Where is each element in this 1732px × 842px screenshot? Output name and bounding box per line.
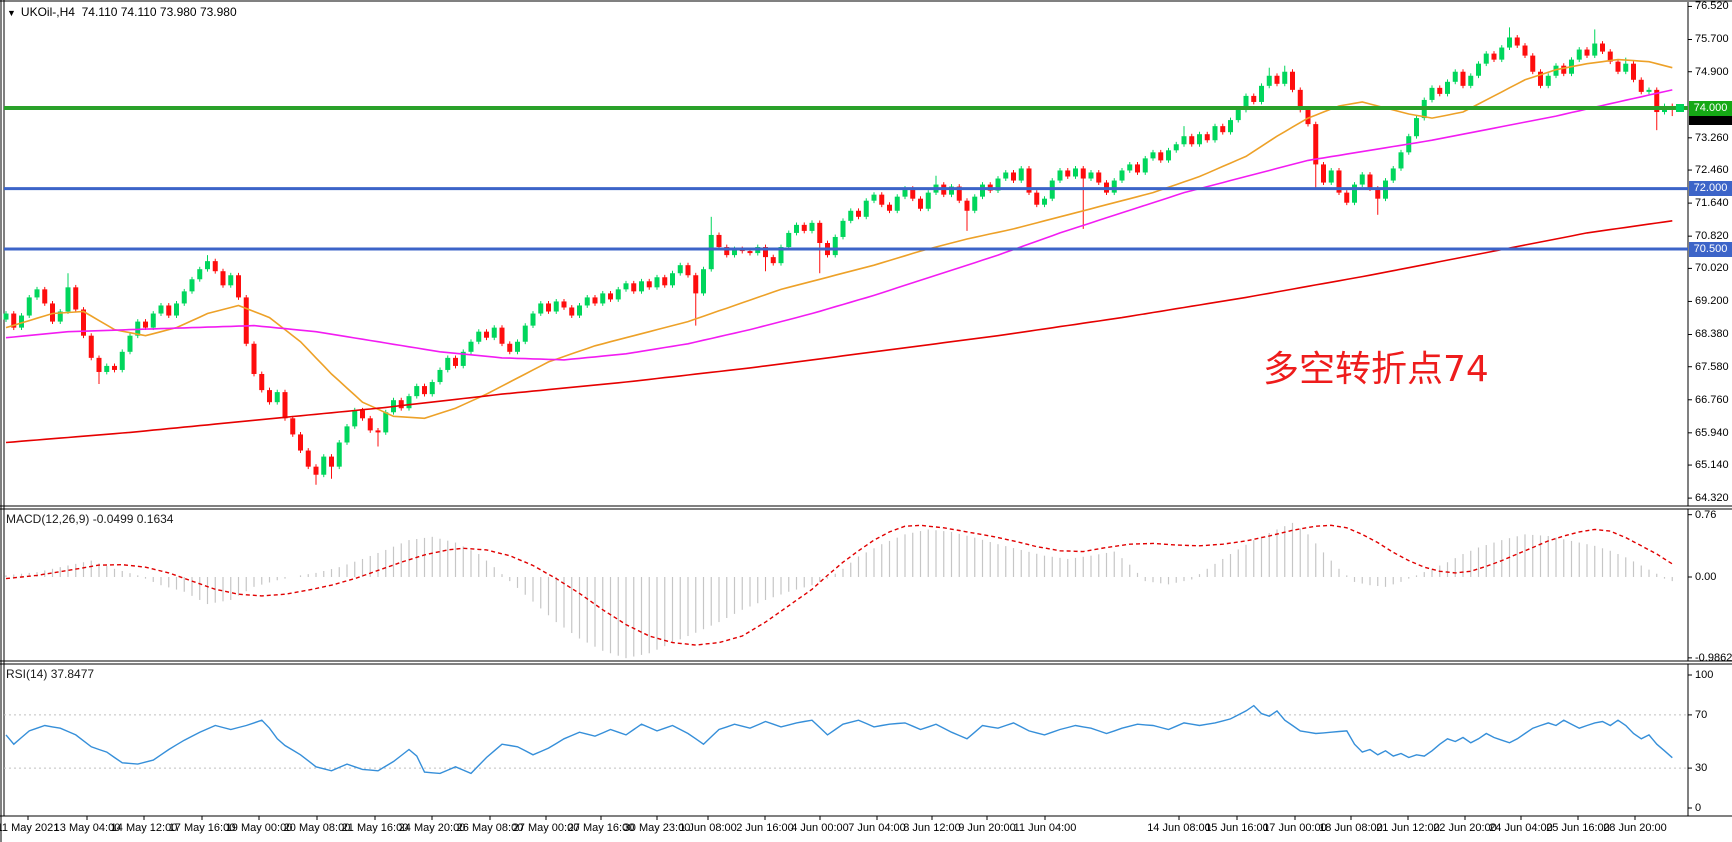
time-tick-label[interactable]: 26 May 08:00 bbox=[456, 822, 524, 834]
time-tick-label[interactable]: 13 May 04:00 bbox=[53, 822, 121, 834]
time-tick-label[interactable]: 7 Jun 04:00 bbox=[848, 822, 906, 834]
macd-label: MACD(12,26,9) -0.0499 0.1634 bbox=[6, 512, 174, 526]
price-tick-label: 72.460 bbox=[1695, 164, 1729, 177]
bid-price-marker bbox=[1689, 116, 1732, 125]
time-tick-label[interactable]: 11 May 2021 bbox=[0, 822, 60, 834]
time-tick-label[interactable]: 24 Jun 04:00 bbox=[1489, 822, 1553, 834]
rsi-line bbox=[5, 704, 1673, 775]
macd-tick-label: 0.00 bbox=[1695, 571, 1717, 583]
rsi-tick-label: 70 bbox=[1695, 708, 1708, 721]
price-badge-70.500[interactable]: 70.500 bbox=[1689, 241, 1732, 257]
macd-tick-label: -0.9862 bbox=[1695, 651, 1732, 664]
time-tick-label[interactable]: 18 Jun 08:00 bbox=[1319, 822, 1383, 834]
time-tick-label[interactable]: 2 Jun 16:00 bbox=[736, 822, 794, 834]
time-tick-label[interactable]: 8 Jun 12:00 bbox=[903, 822, 961, 834]
price-tick-label: 69.200 bbox=[1695, 295, 1729, 308]
macd-tick-label: 0.76 bbox=[1695, 508, 1717, 521]
price-tick-label: 64.320 bbox=[1695, 492, 1729, 505]
time-tick-label[interactable]: 28 Jun 20:00 bbox=[1603, 822, 1667, 834]
symbol-title: UKOil-,H4 bbox=[20, 5, 75, 19]
time-tick-label[interactable]: 1 Jun 08:00 bbox=[679, 822, 737, 834]
rsi-tick-label: 0 bbox=[1695, 802, 1702, 814]
price-tick-label: 70.820 bbox=[1695, 230, 1729, 243]
time-tick-label[interactable]: 25 Jun 16:00 bbox=[1546, 822, 1610, 834]
symbol-dropdown-icon[interactable]: ▼ bbox=[7, 8, 16, 18]
chart-annotation-text: 多空转折点74 bbox=[1263, 349, 1489, 390]
time-tick-label[interactable]: 27 May 00:00 bbox=[512, 822, 580, 834]
price-badge-74.000[interactable]: 74.000 bbox=[1689, 100, 1732, 116]
time-tick-label[interactable]: 19 May 00:00 bbox=[225, 822, 293, 834]
rsi-value: 37.8477 bbox=[50, 667, 95, 681]
time-tick-label[interactable]: 24 May 20:00 bbox=[398, 822, 466, 834]
symbol-bar: ▼ UKOil-,H4 74.110 74.110 73.980 73.980 bbox=[7, 5, 237, 19]
macd-main-value: -0.0499 bbox=[92, 512, 134, 526]
price-tick-label: 65.140 bbox=[1695, 459, 1729, 472]
macd-panel[interactable] bbox=[5, 522, 1673, 659]
price-tick-label: 74.900 bbox=[1695, 65, 1729, 78]
symbol-ohlc-values: 74.110 74.110 73.980 73.980 bbox=[81, 5, 237, 19]
hline-endpoint-marker[interactable] bbox=[1676, 104, 1684, 112]
time-tick-label[interactable]: 27 May 16:00 bbox=[567, 822, 635, 834]
macd-signal-value: 0.1634 bbox=[136, 512, 174, 526]
time-tick-label[interactable]: 17 Jun 00:00 bbox=[1263, 822, 1327, 834]
price-tick-label: 66.760 bbox=[1695, 393, 1729, 406]
time-tick-label[interactable]: 22 Jun 20:00 bbox=[1433, 822, 1497, 834]
price-tick-label: 70.020 bbox=[1695, 262, 1729, 275]
time-tick-label[interactable]: 9 Jun 20:00 bbox=[958, 822, 1016, 834]
time-tick-label[interactable]: 21 May 16:00 bbox=[341, 822, 409, 834]
time-tick-label[interactable]: 14 May 12:00 bbox=[110, 822, 178, 834]
ma-mid-magenta bbox=[5, 89, 1673, 361]
ma-slow-red bbox=[5, 220, 1673, 444]
rsi-tick-label: 30 bbox=[1695, 762, 1708, 775]
rsi-label: RSI(14) 37.8477 bbox=[6, 667, 95, 681]
time-tick-label[interactable]: 11 Jun 04:00 bbox=[1013, 822, 1077, 834]
rsi-panel[interactable] bbox=[4, 704, 1688, 775]
candles-layer bbox=[3, 27, 1675, 485]
price-badge-72.000[interactable]: 72.000 bbox=[1689, 181, 1732, 197]
main-chart-panel[interactable] bbox=[3, 27, 1689, 485]
price-tick-label: 67.580 bbox=[1695, 360, 1729, 373]
rsi-tick-label: 100 bbox=[1695, 669, 1714, 681]
price-tick-label: 65.940 bbox=[1695, 426, 1729, 439]
price-tick-label: 75.700 bbox=[1695, 33, 1729, 46]
time-tick-label[interactable]: 14 Jun 08:00 bbox=[1147, 822, 1211, 834]
macd-signal-line bbox=[5, 524, 1673, 646]
price-tick-label: 76.520 bbox=[1695, 0, 1729, 13]
time-tick-label[interactable]: 21 Jun 12:00 bbox=[1376, 822, 1440, 834]
price-tick-label: 73.260 bbox=[1695, 131, 1729, 144]
time-tick-label[interactable]: 4 Jun 00:00 bbox=[791, 822, 849, 834]
price-tick-label: 68.380 bbox=[1695, 328, 1729, 341]
price-tick-label: 71.640 bbox=[1695, 197, 1729, 210]
time-tick-label[interactable]: 30 May 23:00 bbox=[623, 822, 691, 834]
time-tick-label[interactable]: 17 May 16:00 bbox=[168, 822, 236, 834]
time-tick-label[interactable]: 15 Jun 16:00 bbox=[1205, 822, 1269, 834]
time-tick-label[interactable]: 20 May 08:00 bbox=[283, 822, 351, 834]
